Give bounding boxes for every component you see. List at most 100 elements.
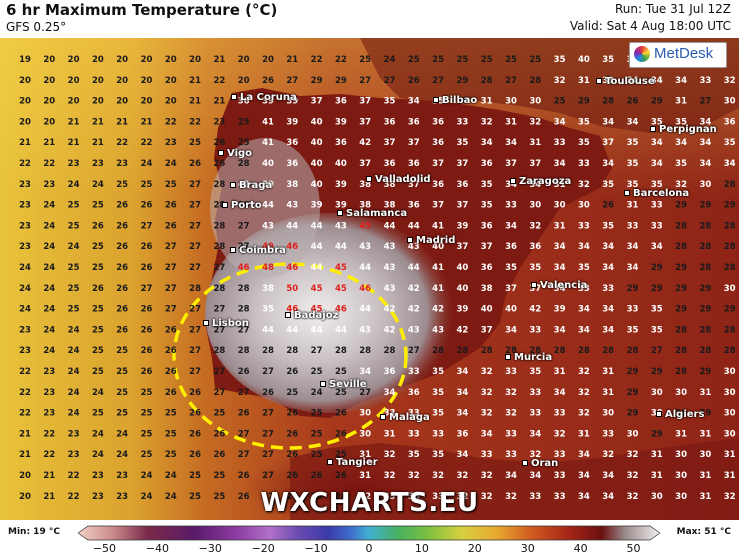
city-malaga[interactable]: Malaga: [380, 412, 430, 423]
city-madrid[interactable]: Madrid: [407, 235, 455, 246]
city-coimbra[interactable]: Coimbra: [230, 245, 286, 256]
grid-value: 28: [335, 346, 347, 356]
grid-value: 26: [165, 346, 177, 356]
color-scale-bar: [78, 525, 660, 541]
city-murcia[interactable]: Murcia: [505, 352, 552, 363]
grid-value: 29: [675, 263, 687, 273]
grid-value: 26: [213, 429, 225, 439]
city-oran[interactable]: Oran: [522, 458, 558, 469]
grid-value: 34: [699, 138, 711, 148]
grid-value: 41: [262, 117, 274, 127]
grid-value: 46: [238, 263, 250, 273]
grid-value: 40: [481, 305, 493, 315]
grid-value: 38: [359, 180, 371, 190]
grid-value: 44: [262, 325, 274, 335]
grid-value: 37: [505, 159, 517, 169]
city-lisbon[interactable]: Lisbon: [203, 318, 249, 329]
grid-value: 32: [481, 367, 493, 377]
grid-value: 27: [213, 388, 225, 398]
grid-value: 20: [43, 97, 55, 107]
grid-value: 26: [141, 325, 153, 335]
city-porto[interactable]: Porto: [222, 200, 262, 211]
grid-value: 28: [675, 242, 687, 252]
grid-value: 29: [651, 429, 663, 439]
grid-value: 31: [554, 221, 566, 231]
grid-value: 26: [213, 159, 225, 169]
grid-value: 30: [699, 450, 711, 460]
grid-value: 36: [724, 117, 736, 127]
grid-value: 31: [554, 367, 566, 377]
grid-value: 26: [116, 242, 128, 252]
legend-tick-label: 50: [626, 542, 641, 555]
city-salamanca[interactable]: Salamanca: [337, 208, 407, 219]
city-perpignan[interactable]: Perpignan: [650, 124, 717, 135]
grid-value: 37: [529, 159, 541, 169]
legend-tick-label: −30: [198, 542, 222, 555]
grid-value: 39: [262, 180, 274, 190]
grid-value: 36: [456, 429, 468, 439]
grid-value: 37: [408, 138, 420, 148]
grid-value: 36: [286, 159, 298, 169]
city-bilbao[interactable]: Bilbao: [433, 95, 477, 106]
grid-value: 28: [724, 325, 736, 335]
grid-value: 25: [92, 263, 104, 273]
grid-value: 30: [724, 97, 736, 107]
city-valladolid[interactable]: Valladolid: [366, 174, 431, 185]
city-badajoz[interactable]: Badajoz: [285, 310, 338, 321]
metdesk-logo: MetDesk: [629, 42, 727, 68]
grid-value: 25: [165, 409, 177, 419]
grid-value: 36: [335, 97, 347, 107]
grid-value: 27: [262, 492, 274, 502]
city-seville[interactable]: Seville: [320, 379, 367, 390]
grid-value: 32: [481, 409, 493, 419]
grid-value: 25: [116, 409, 128, 419]
grid-value: 28: [699, 221, 711, 231]
grid-value: 29: [651, 263, 663, 273]
temperature-map[interactable]: 19 20 20 20 20 20 20 20 21 20 20 21 22 22 25 24 25 25 25 25…: [0, 38, 739, 520]
grid-value: 39: [335, 117, 347, 127]
legend-tick-label: −10: [304, 542, 328, 555]
grid-value: 35: [651, 305, 663, 315]
grid-value: 44: [286, 325, 298, 335]
grid-value: 34: [651, 159, 663, 169]
grid-value: 21: [92, 138, 104, 148]
city-valencia[interactable]: Valencia: [531, 280, 587, 291]
grid-value: 32: [578, 367, 590, 377]
city-vigo[interactable]: Vigo: [218, 148, 252, 159]
grid-value: 23: [19, 201, 31, 211]
grid-value: 34: [456, 388, 468, 398]
grid-value: 27: [189, 367, 201, 377]
city-tangier[interactable]: Tangier: [327, 457, 378, 468]
city-toulouse[interactable]: Toulouse: [596, 76, 655, 87]
grid-value: 40: [505, 305, 517, 315]
grid-value: 34: [602, 492, 614, 502]
legend-tick-label: 0: [365, 542, 373, 555]
grid-value: 27: [238, 429, 250, 439]
grid-value: 23: [19, 180, 31, 190]
city-zaragoza[interactable]: Zaragoza: [510, 176, 571, 187]
grid-value: 25: [68, 221, 80, 231]
city-la-coruna[interactable]: La Coruna: [231, 92, 297, 103]
grid-value: 31: [675, 97, 687, 107]
grid-value: 28: [189, 284, 201, 294]
grid-value: 23: [116, 471, 128, 481]
city-braga[interactable]: Braga: [230, 180, 272, 191]
grid-value: 27: [262, 471, 274, 481]
grid-value: 21: [43, 471, 55, 481]
grid-value: 44: [311, 242, 323, 252]
grid-value: 37: [359, 117, 371, 127]
grid-value: 31: [699, 429, 711, 439]
grid-value: 45: [311, 305, 323, 315]
grid-value: 34: [627, 117, 639, 127]
grid-value: 29: [699, 284, 711, 294]
grid-value: 26: [335, 429, 347, 439]
city-algiers[interactable]: Algiers: [656, 409, 704, 420]
city-marker-icon: [230, 182, 236, 188]
city-barcelona[interactable]: Barcelona: [624, 188, 689, 199]
grid-value: 22: [189, 117, 201, 127]
grid-value: 24: [43, 305, 55, 315]
grid-value: 25: [165, 180, 177, 190]
grid-value: 25: [141, 388, 153, 398]
grid-value: 25: [92, 201, 104, 211]
grid-value: 29: [627, 284, 639, 294]
